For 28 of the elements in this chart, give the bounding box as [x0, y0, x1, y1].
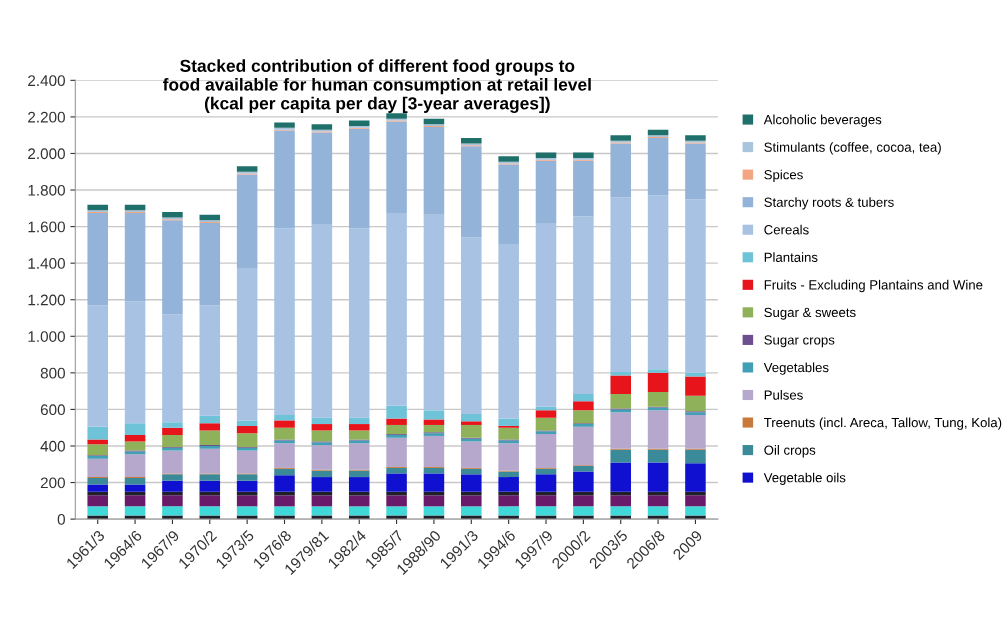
legend-label: Sugar & sweets — [764, 307, 856, 320]
y-tick-label: 2.000 — [28, 148, 65, 160]
chart-title: Stacked contribution of different food groups to food available for human consumption at retail level (kcal per capita per day [3-year averages]) — [162, 59, 591, 113]
legend-label: Cereals — [764, 224, 809, 235]
y-tick-label: 0 — [57, 513, 65, 525]
y-tick-label: 2.200 — [28, 111, 65, 123]
legend-label: Alcoholic beverages — [763, 114, 882, 127]
y-tick-label: 1.200 — [28, 294, 65, 306]
legend-label: Vegetable oils — [763, 472, 846, 485]
y-tick-label: 1.600 — [28, 221, 65, 233]
legend-label: Spices — [764, 169, 803, 182]
y-tick-label: 1.400 — [28, 258, 65, 269]
y-tick-label: 1.800 — [28, 184, 65, 196]
y-tick-label: 800 — [40, 367, 65, 379]
y-tick-label: 200 — [40, 477, 65, 489]
legend-label: Fruits - Excluding Plantains and Wine — [764, 279, 983, 293]
legend-label: Pulses — [764, 390, 803, 400]
y-tick-label: 400 — [40, 440, 65, 452]
y-tick-label: 1.000 — [28, 331, 65, 342]
legend-label: Sugar crops — [764, 335, 835, 348]
legend-label: Starchy roots & tubers — [764, 197, 894, 210]
legend-label: Vegetables — [763, 362, 829, 375]
y-tick-label: 600 — [40, 404, 65, 416]
legend-label: Treenuts (incl. Areca, Tallow, Tung, Kola) — [763, 417, 1002, 430]
legend-label: Plantains — [764, 252, 818, 262]
legend-label: Stimulants (coffee, cocoa, tea) — [764, 142, 941, 155]
legend-label: Oil crops — [764, 445, 816, 458]
y-tick-label: 2.400 — [28, 75, 65, 87]
